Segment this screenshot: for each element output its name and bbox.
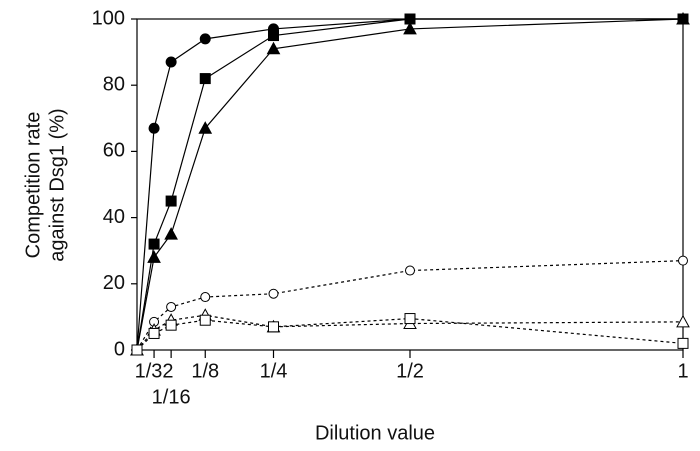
y-axis-label: Competition rate [22,112,44,259]
series-line [136,18,684,351]
marker [405,265,415,276]
marker [164,227,178,240]
y-axis-label: against Dsg1 (%) [46,108,68,261]
x-tick-label: 1 [677,360,688,382]
marker [165,56,177,68]
marker [268,321,279,333]
marker [147,250,161,263]
marker [268,288,279,299]
marker [676,314,690,328]
y-tick-label: 0 [114,338,125,360]
marker [200,292,211,303]
series-line [136,18,683,351]
marker [404,313,416,325]
x-axis-label: Dilution value [315,422,435,444]
marker [148,327,160,339]
x-tick-label: 1/32 [135,360,174,382]
y-tick-label: 100 [92,7,125,29]
marker [403,21,417,35]
y-tick-label: 40 [103,206,125,228]
y-tick-label: 20 [103,272,125,294]
x-tick-label: 1/16 [152,386,191,408]
marker [678,255,688,266]
marker [677,337,689,349]
series-line [136,18,683,351]
marker [199,73,211,85]
x-tick-label: 1/2 [396,360,424,382]
y-tick-label: 80 [103,73,125,95]
marker [131,344,143,356]
marker [199,314,211,326]
marker [166,301,177,312]
marker [165,319,177,331]
marker [268,30,279,42]
marker [165,195,177,207]
marker [266,41,281,55]
marker [148,238,160,250]
marker [676,11,690,25]
marker [148,122,160,134]
x-tick-label: 1/4 [260,360,288,382]
plot-frame [136,18,684,351]
x-tick-label: 1/8 [191,360,219,382]
marker [198,121,213,134]
marker [199,33,211,45]
y-tick-label: 60 [103,140,125,162]
